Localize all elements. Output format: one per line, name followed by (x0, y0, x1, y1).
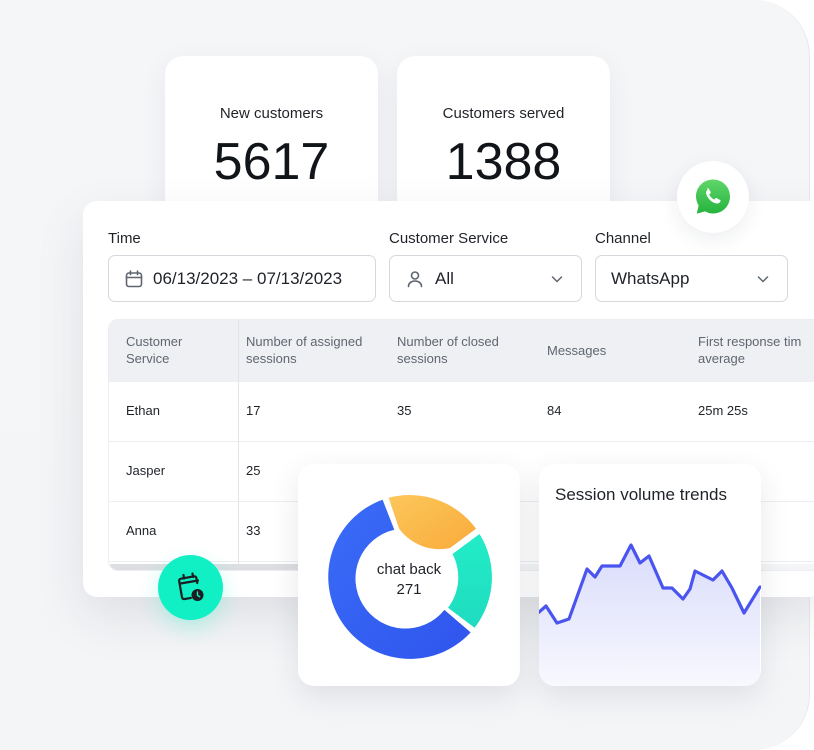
column-header-text: average (698, 351, 745, 366)
column-header-text: Service (126, 351, 170, 366)
user-icon (407, 270, 423, 287)
channel-select[interactable]: WhatsApp (595, 255, 788, 302)
column-header-text: Messages (547, 343, 607, 358)
table-header: Customer Service Number of assigned sess… (109, 320, 814, 382)
trend-chart-title: Session volume trends (555, 485, 727, 504)
column-divider (238, 320, 239, 564)
schedule-badge (158, 555, 223, 620)
cell-agent-name: Anna (126, 523, 157, 538)
date-range-picker[interactable]: 06/13/2023 – 07/13/2023 (108, 255, 376, 302)
column-header-first-response-time[interactable]: First response tim average (698, 333, 801, 367)
cell-messages: 84 (547, 403, 562, 418)
column-header-text: sessions (246, 351, 297, 366)
stat-label: Customers served (442, 105, 565, 122)
channel-filter-label: Channel (595, 230, 651, 247)
cell-closed-sessions: 35 (397, 403, 412, 418)
stat-label: New customers (219, 105, 324, 122)
column-header-text: First response tim (698, 334, 802, 349)
chat-back-donut-card: chat back 271 (298, 464, 520, 686)
calendar-clock-icon (177, 571, 203, 601)
table-row[interactable]: Ethan 17 35 84 25m 25s (109, 382, 814, 442)
customer-service-value: All (435, 268, 454, 288)
time-filter-label: Time (108, 230, 141, 247)
cell-assigned-sessions: 17 (246, 403, 261, 418)
donut-center-title: chat back (376, 561, 442, 578)
customer-service-filter-label: Customer Service (389, 230, 509, 247)
cell-agent-name: Ethan (126, 403, 160, 418)
chevron-down-icon (551, 276, 563, 283)
cell-assigned-sessions: 33 (246, 523, 261, 538)
channel-value: WhatsApp (611, 268, 690, 288)
cell-first-response-time: 25m 25s (698, 403, 748, 418)
chevron-down-icon (757, 276, 769, 283)
whatsapp-badge (677, 161, 749, 233)
stat-value: 1388 (445, 133, 562, 191)
whatsapp-icon (693, 177, 733, 217)
donut-chart (328, 495, 492, 659)
cell-agent-name: Jasper (126, 463, 166, 478)
column-header-messages[interactable]: Messages (547, 342, 606, 359)
session-volume-trend-card: Session volume trends (539, 464, 761, 686)
stat-card-new-customers: New customers 5617 (165, 56, 378, 226)
column-header-text: Number of assigned (246, 334, 363, 349)
calendar-icon (125, 269, 143, 287)
customer-service-select[interactable]: All (389, 255, 582, 302)
scrollbar-thumb[interactable] (109, 564, 409, 570)
column-header-assigned-sessions[interactable]: Number of assigned sessions (246, 333, 362, 367)
date-range-value: 06/13/2023 – 07/13/2023 (153, 268, 343, 288)
stat-value: 5617 (213, 133, 330, 191)
column-header-closed-sessions[interactable]: Number of closed sessions (397, 333, 499, 367)
column-header-text: sessions (397, 351, 448, 366)
column-header-text: Customer (126, 334, 183, 349)
column-header-text: Number of closed (397, 334, 499, 349)
donut-center-value: 271 (396, 581, 422, 598)
donut-center-label: chat back 271 (298, 560, 520, 600)
stat-card-customers-served: Customers served 1388 (397, 56, 610, 226)
column-header-customer-service[interactable]: Customer Service (126, 333, 182, 367)
cell-assigned-sessions: 25 (246, 463, 261, 478)
line-chart (539, 543, 761, 686)
